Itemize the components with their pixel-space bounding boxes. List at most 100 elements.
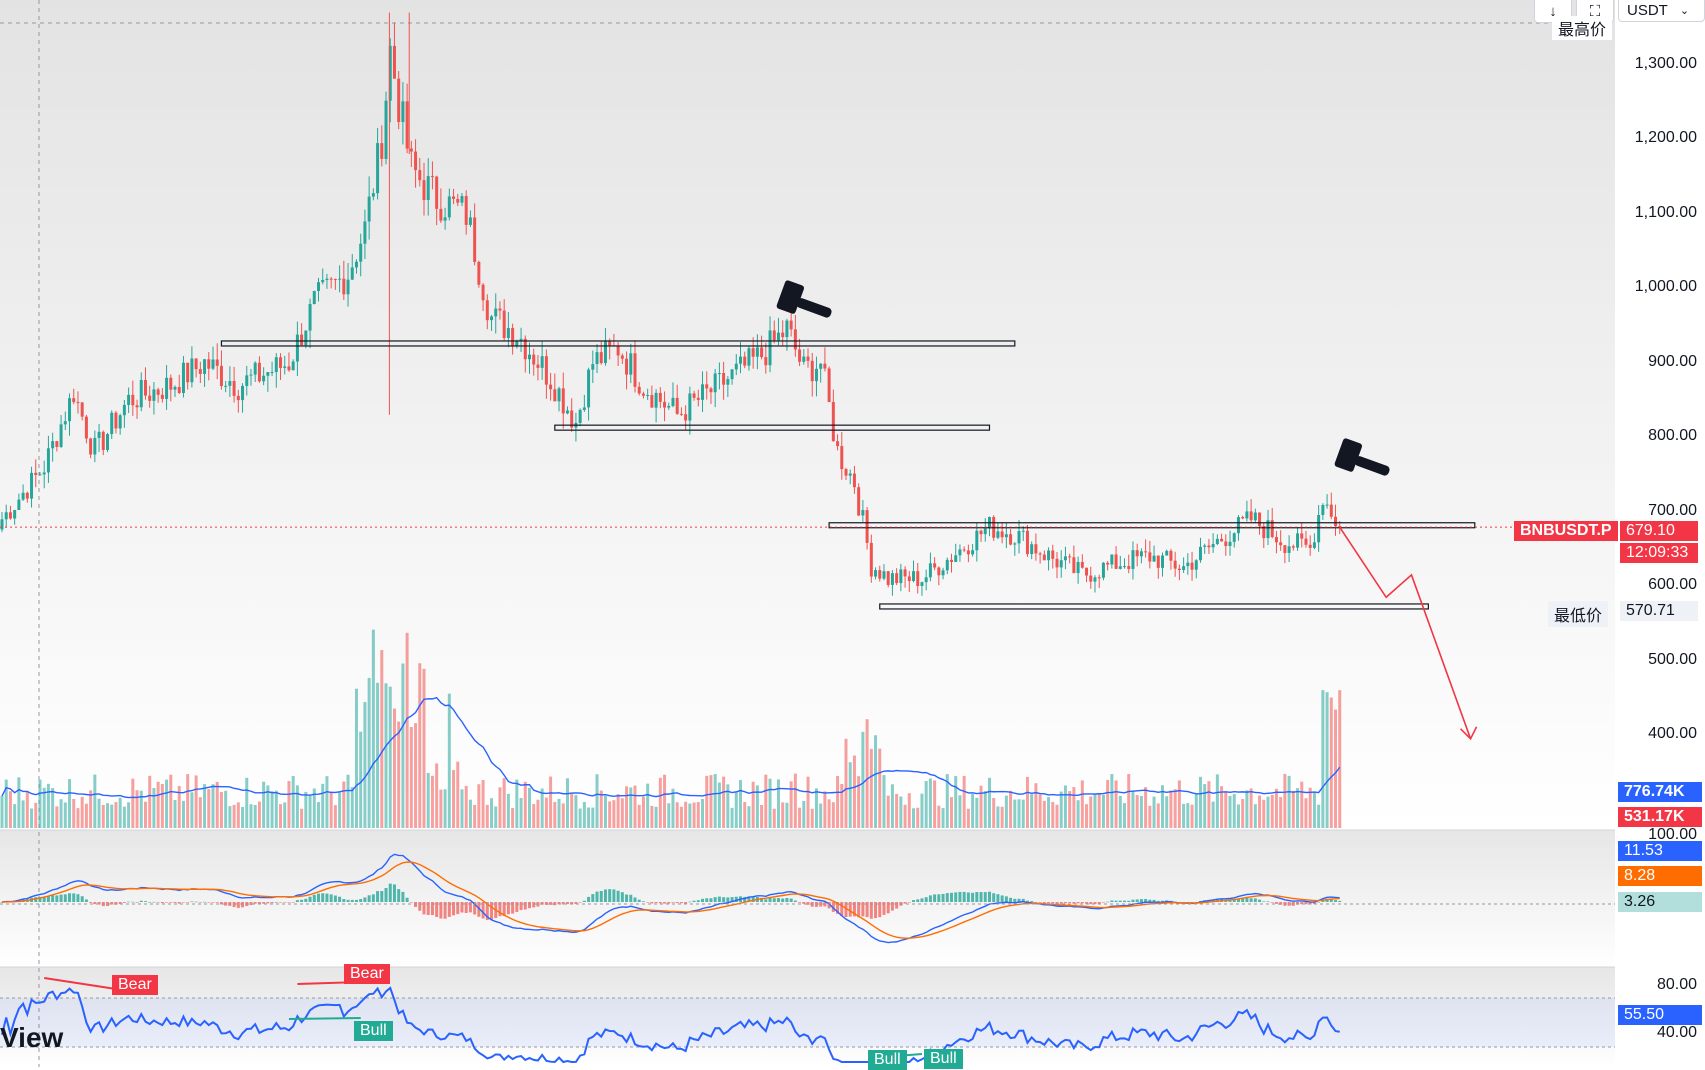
candle-body [755,347,759,357]
macd-histogram-bar [1047,902,1051,904]
candle-body [156,389,160,395]
candle-body [701,384,705,400]
volume-bar [8,791,12,828]
volume-bar [692,802,696,828]
candle-body [1042,554,1046,561]
candle-body [63,421,67,425]
volume-bar [654,806,658,828]
macd-histogram-bar [279,902,283,903]
macd-histogram-bar [1106,901,1110,903]
macd-histogram-bar [249,902,253,906]
macd-histogram-bar [76,894,80,902]
macd-histogram-bar [34,897,38,902]
candle-body [198,369,202,374]
candle-body [1055,558,1059,568]
volume-bar [874,735,878,828]
volume-bar [215,781,219,828]
volume-bar [1300,781,1304,828]
macd-histogram-bar [1118,900,1122,902]
macd-histogram-bar [38,897,42,902]
candle-body [317,282,320,291]
bull-divergence-label: Bull [354,1021,393,1041]
macd-histogram-bar [836,902,840,914]
price-tick-label: 1,000.00 [1634,278,1697,296]
candle-body [131,394,135,406]
volume-bar [1025,776,1029,828]
candle-body [734,363,738,370]
macd-histogram-bar [844,902,848,918]
macd-histogram-bar [595,891,599,902]
macd-histogram-bar [359,899,363,902]
candle-body [861,510,865,516]
bear-divergence-line [44,977,117,990]
volume-bar [561,803,565,828]
macd-histogram-bar [975,892,979,902]
candle-body [616,345,620,356]
macd-histogram-bar [241,902,245,908]
candle-body [886,571,890,585]
macd-histogram-bar [1097,902,1101,904]
candle-body [494,308,498,317]
volume-bar [1287,775,1291,828]
candle-body [468,217,472,225]
macd-histogram-bar [169,902,173,903]
volume-bar [890,784,894,828]
candle-body [696,397,700,400]
volume-bar [920,793,924,828]
macd-histogram-bar [806,902,810,905]
macd-histogram-bar [468,902,472,913]
volume-bar [392,708,396,828]
candle-body [595,352,599,365]
volume-bar [17,777,21,828]
candle-body [148,395,152,401]
macd-histogram-bar [452,902,456,916]
candle-body [1021,530,1025,532]
macd-histogram-bar [1249,898,1253,902]
volume-bar [878,748,882,828]
price-tick-label: 600.00 [1648,576,1697,594]
macd-histogram-bar [148,901,152,903]
price-tick-label: 900.00 [1648,352,1697,370]
volume-bar [1059,791,1063,828]
macd-histogram-bar [143,901,147,902]
macd-histogram-bar [760,897,764,902]
volume-bar [730,807,734,828]
candle-body [388,45,392,101]
macd-histogram-bar [397,889,401,902]
volume-bar [912,808,916,828]
volume-bar [333,805,337,828]
low-price-value: 570.71 [1620,601,1698,621]
candle-body [55,441,59,447]
volume-bar [127,802,131,828]
macd-histogram-bar [793,900,797,902]
macd-histogram-bar [637,899,641,902]
candle-body [587,369,591,408]
candle-body [831,401,835,442]
candle-body [1236,517,1240,534]
volume-bar [1325,692,1329,828]
macd-histogram-bar [747,896,751,902]
volume-bar [814,788,818,828]
macd-histogram-bar [1312,902,1316,905]
candle-body [1089,575,1093,582]
volume-bar [861,731,865,828]
candle-body [409,148,413,152]
volume-bar [620,798,624,828]
candle-body [1182,566,1186,570]
candle-body [21,492,25,500]
volume-bar [181,800,185,828]
candle-body [160,394,164,399]
candle-body [1258,512,1262,527]
volume-bar [257,801,261,828]
currency-select[interactable]: USDT ⌄ [1618,0,1705,22]
volume-bar [363,702,367,828]
macd-histogram-bar [536,902,540,907]
candle-body [110,412,114,435]
volume-bar [1072,787,1076,828]
macd-histogram-bar [734,896,738,902]
volume-bar [810,808,814,828]
macd-histogram-bar [232,902,236,908]
macd-histogram-bar [895,902,899,909]
volume-bar [270,791,274,828]
